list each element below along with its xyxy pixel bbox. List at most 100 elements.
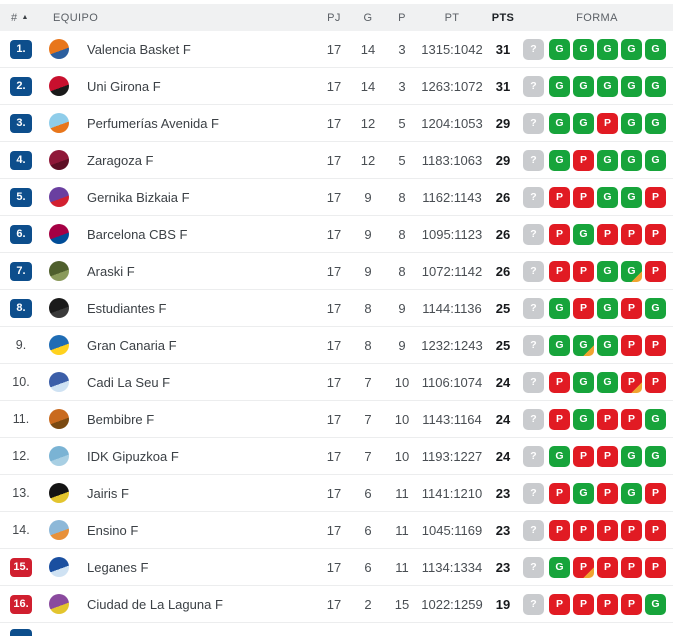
form-win-badge[interactable]: G (645, 75, 666, 97)
form-loss-badge[interactable]: P (645, 223, 666, 245)
form-win-badge[interactable]: G (597, 371, 618, 393)
form-loss-badge[interactable]: P (645, 556, 666, 578)
form-win-badge[interactable]: G (645, 408, 666, 430)
form-loss-badge[interactable]: P (645, 371, 666, 393)
form-loss-badge[interactable]: P (573, 149, 594, 171)
table-row[interactable]: 9. Gran Canaria F 17 8 9 1232:1243 25 ? G… (0, 327, 673, 364)
form-win-badge[interactable]: G (549, 149, 570, 171)
team-name[interactable]: Gran Canaria F (87, 337, 177, 353)
form-loss-badge[interactable]: P (597, 482, 618, 504)
table-row[interactable]: 6. Barcelona CBS F 17 9 8 1095:1123 26 ?… (0, 216, 673, 253)
form-win-badge[interactable]: G (621, 445, 642, 467)
form-loss-badge[interactable]: P (549, 593, 570, 615)
team-name[interactable]: Estudiantes F (87, 300, 167, 316)
form-win-badge[interactable]: G (549, 297, 570, 319)
form-loss-badge[interactable]: P (621, 334, 642, 356)
form-loss-badge[interactable]: P (645, 260, 666, 282)
team-name[interactable]: Gernika Bizkaia F (87, 189, 190, 205)
form-loss-badge[interactable]: P (621, 408, 642, 430)
form-win-badge[interactable]: G (597, 334, 618, 356)
table-row[interactable]: 1. Valencia Basket F 17 14 3 1315:1042 3… (0, 31, 673, 68)
form-win-badge[interactable]: G (621, 75, 642, 97)
form-win-badge[interactable]: G (645, 445, 666, 467)
form-win-badge[interactable]: G (621, 260, 642, 282)
column-header-pt[interactable]: PT (444, 11, 460, 24)
form-loss-badge[interactable]: P (597, 593, 618, 615)
form-win-badge[interactable]: G (645, 593, 666, 615)
team-name[interactable]: Perfumerías Avenida F (87, 115, 219, 131)
form-loss-badge[interactable]: P (573, 297, 594, 319)
column-header-forma[interactable]: FORMA (576, 11, 618, 24)
team-name[interactable]: Bembibre F (87, 411, 155, 427)
form-loss-badge[interactable]: P (597, 445, 618, 467)
form-loss-badge[interactable]: P (573, 556, 594, 578)
form-win-badge[interactable]: G (549, 445, 570, 467)
form-win-badge[interactable]: G (573, 334, 594, 356)
table-row[interactable]: 13. Jairis F 17 6 11 1141:1210 23 ? P G P G P (0, 475, 673, 512)
form-win-badge[interactable]: G (549, 38, 570, 60)
column-header-g[interactable]: G (363, 11, 373, 24)
team-name[interactable]: Valencia Basket F (87, 41, 191, 57)
form-win-badge[interactable]: G (597, 297, 618, 319)
form-win-badge[interactable]: G (621, 482, 642, 504)
table-row[interactable]: 10. Cadi La Seu F 17 7 10 1106:1074 24 ?… (0, 364, 673, 401)
form-loss-badge[interactable]: P (597, 223, 618, 245)
column-header-p[interactable]: P (398, 11, 406, 24)
column-header-pts[interactable]: PTS (491, 11, 515, 24)
form-win-badge[interactable]: G (573, 223, 594, 245)
form-win-badge[interactable]: G (549, 556, 570, 578)
form-loss-badge[interactable]: P (621, 593, 642, 615)
form-loss-badge[interactable]: P (621, 519, 642, 541)
table-row[interactable]: 11. Bembibre F 17 7 10 1143:1164 24 ? P G P… (0, 401, 673, 438)
table-row[interactable]: 3. Perfumerías Avenida F 17 12 5 1204:10… (0, 105, 673, 142)
form-win-badge[interactable]: G (621, 149, 642, 171)
form-loss-badge[interactable]: P (549, 223, 570, 245)
team-name[interactable]: Araski F (87, 263, 135, 279)
form-win-badge[interactable]: G (549, 75, 570, 97)
form-loss-badge[interactable]: P (621, 297, 642, 319)
form-loss-badge[interactable]: P (549, 482, 570, 504)
table-row[interactable]: 7. Araski F 17 9 8 1072:1142 26 ? P P G G P (0, 253, 673, 290)
column-header-rank[interactable]: # ▲ (0, 12, 42, 24)
table-row[interactable]: 5. Gernika Bizkaia F 17 9 8 1162:1143 26… (0, 179, 673, 216)
form-loss-badge[interactable]: P (549, 260, 570, 282)
form-win-badge[interactable]: G (573, 112, 594, 134)
form-loss-badge[interactable]: P (597, 519, 618, 541)
form-win-badge[interactable]: G (597, 149, 618, 171)
form-win-badge[interactable]: G (597, 75, 618, 97)
form-win-badge[interactable]: G (621, 112, 642, 134)
form-loss-badge[interactable]: P (645, 334, 666, 356)
form-loss-badge[interactable]: P (573, 519, 594, 541)
column-header-pj[interactable]: PJ (327, 11, 341, 24)
form-win-badge[interactable]: G (645, 149, 666, 171)
form-loss-badge[interactable]: P (645, 519, 666, 541)
table-row[interactable]: 12. IDK Gipuzkoa F 17 7 10 1193:1227 24 … (0, 438, 673, 475)
form-win-badge[interactable]: G (597, 186, 618, 208)
team-name[interactable]: Zaragoza F (87, 152, 154, 168)
form-win-badge[interactable]: G (573, 482, 594, 504)
form-win-badge[interactable]: G (645, 297, 666, 319)
team-name[interactable]: IDK Gipuzkoa F (87, 448, 179, 464)
form-win-badge[interactable]: G (645, 112, 666, 134)
form-loss-badge[interactable]: P (597, 408, 618, 430)
form-loss-badge[interactable]: P (549, 408, 570, 430)
team-name[interactable]: Uni Girona F (87, 78, 161, 94)
team-name[interactable]: Barcelona CBS F (87, 226, 188, 242)
table-row[interactable]: 14. Ensino F 17 6 11 1045:1169 23 ? P P P P P (0, 512, 673, 549)
table-row[interactable]: 15. Leganes F 17 6 11 1134:1334 23 ? G P P P… (0, 549, 673, 586)
form-win-badge[interactable]: G (597, 260, 618, 282)
table-row[interactable]: 8. Estudiantes F 17 8 9 1144:1136 25 ? G P… (0, 290, 673, 327)
form-loss-badge[interactable]: P (597, 112, 618, 134)
form-win-badge[interactable]: G (597, 38, 618, 60)
form-loss-badge[interactable]: P (597, 556, 618, 578)
team-name[interactable]: Ensino F (87, 522, 139, 538)
form-win-badge[interactable]: G (621, 186, 642, 208)
form-win-badge[interactable]: G (573, 75, 594, 97)
form-win-badge[interactable]: G (549, 334, 570, 356)
form-loss-badge[interactable]: P (549, 186, 570, 208)
team-name[interactable]: Ciudad de La Laguna F (87, 596, 223, 612)
column-header-equipo[interactable]: EQUIPO (53, 11, 99, 24)
form-win-badge[interactable]: G (549, 112, 570, 134)
form-loss-badge[interactable]: P (549, 371, 570, 393)
team-name[interactable]: Cadi La Seu F (87, 374, 171, 390)
